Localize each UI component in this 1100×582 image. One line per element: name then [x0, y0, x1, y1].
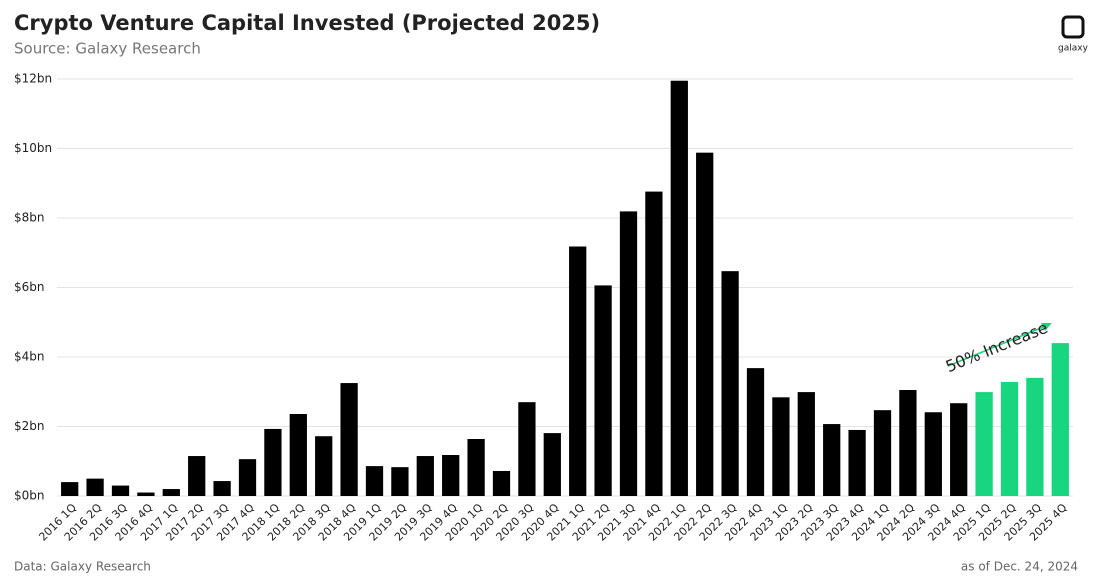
bar	[619, 211, 638, 496]
bar	[1000, 382, 1019, 496]
chart-subtitle: Source: Galaxy Research	[14, 40, 201, 58]
bar	[137, 492, 155, 496]
bar	[645, 191, 663, 496]
y-tick-label: $6bn	[14, 280, 45, 294]
bar	[162, 489, 180, 496]
footer-date: as of Dec. 24, 2024	[961, 560, 1078, 574]
bar	[238, 459, 257, 496]
bar	[797, 392, 815, 496]
annotation: 50% Increase	[943, 318, 1051, 376]
bar	[772, 397, 790, 496]
bar	[86, 478, 104, 496]
bar	[213, 481, 231, 496]
y-tick-label: $12bn	[14, 72, 52, 86]
bar	[746, 368, 765, 496]
bar	[1051, 343, 1069, 496]
y-tick-label: $4bn	[14, 350, 45, 364]
bar	[264, 428, 282, 496]
bar	[518, 402, 536, 496]
bar	[594, 285, 612, 496]
y-tick-label: $0bn	[14, 489, 45, 503]
bar	[721, 271, 739, 496]
bar	[823, 424, 841, 496]
bar	[1026, 377, 1044, 496]
bar	[543, 433, 561, 496]
logo-text: galaxy	[1058, 44, 1089, 54]
bar	[696, 152, 714, 497]
footer-source: Data: Galaxy Research	[14, 560, 151, 574]
bar	[340, 383, 358, 496]
bar	[848, 429, 866, 496]
logo-icon	[1061, 15, 1085, 39]
bar	[670, 80, 688, 497]
bar	[467, 439, 485, 496]
bar	[492, 470, 511, 496]
bar	[873, 410, 892, 496]
bar	[188, 456, 206, 496]
bar	[61, 482, 79, 496]
bar	[442, 454, 460, 496]
annotation-arrowhead	[1041, 323, 1052, 331]
y-tick-label: $8bn	[14, 211, 45, 225]
bar	[924, 412, 942, 496]
bar	[111, 485, 130, 496]
bar	[289, 413, 307, 496]
y-tick-label: $10bn	[14, 141, 52, 155]
y-tick-label: $2bn	[14, 419, 45, 433]
bar	[416, 456, 434, 496]
bar	[391, 467, 409, 496]
bar	[569, 246, 587, 496]
bar	[975, 392, 993, 496]
bar	[365, 466, 384, 496]
chart-title: Crypto Venture Capital Invested (Project…	[14, 11, 600, 35]
bar	[899, 390, 917, 496]
bar	[315, 436, 333, 496]
bar	[950, 403, 968, 496]
annotation-arrow	[947, 325, 1047, 367]
